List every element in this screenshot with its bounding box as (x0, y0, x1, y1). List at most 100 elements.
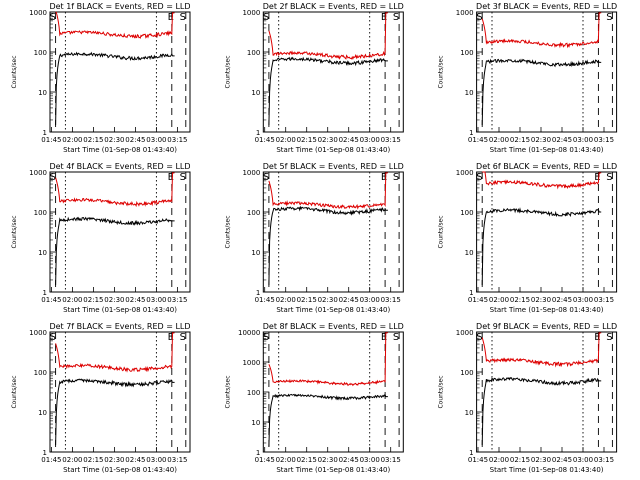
end-marker-label: E (381, 12, 387, 23)
x-tick-label: 01:45 (468, 136, 488, 144)
chart-title: Det 9f BLACK = Events, RED = LLD (476, 322, 617, 331)
y-axis-label: Counts/sec (224, 375, 231, 408)
x-tick-label: 02:00 (276, 296, 296, 304)
plot-frame (262, 171, 404, 293)
y-tick-label: 10 (38, 409, 47, 417)
x-axis-label: Start Time (01-Sep-08 01:43:40) (490, 466, 604, 474)
x-tick-label: 02:15 (83, 296, 103, 304)
chart-title: Det 3f BLACK = Events, RED = LLD (476, 2, 617, 11)
panel-det-4f: Det 4f BLACK = Events, RED = LLD Counts/s… (11, 162, 191, 314)
start-marker-label: S (180, 172, 186, 183)
plot-frame (476, 331, 618, 453)
lld-series-line (268, 12, 388, 61)
panel-det-9f: Det 9f BLACK = Events, RED = LLD Counts/s… (438, 322, 618, 474)
x-tick-label: 02:30 (531, 136, 551, 144)
chart-title: Det 8f BLACK = Events, RED = LLD (263, 322, 404, 331)
y-axis-label: Counts/sec (11, 375, 18, 408)
plot-frame (262, 11, 404, 133)
x-tick-label: 03:15 (167, 456, 187, 464)
x-tick-label: 03:15 (594, 136, 614, 144)
y-tick-label: 1 (469, 449, 473, 457)
x-tick-label: 02:45 (339, 136, 359, 144)
start-marker-label: S (263, 332, 269, 343)
y-axis-label: Counts/sec (11, 215, 18, 248)
events-series-line (268, 393, 388, 447)
lld-series-line (55, 332, 175, 373)
x-tick-label: 02:45 (125, 456, 145, 464)
x-tick-label: 02:45 (125, 296, 145, 304)
end-marker-label: E (168, 12, 174, 23)
x-tick-label: 02:00 (62, 136, 82, 144)
y-tick-label: 10 (465, 409, 474, 417)
x-tick-label: 02:30 (318, 296, 338, 304)
panel-det-1f: Det 1f BLACK = Events, RED = LLD Counts/s… (11, 2, 191, 154)
lld-series-line (481, 332, 602, 368)
panel-det-5f: Det 5f BLACK = Events, RED = LLD Counts/s… (224, 162, 404, 314)
panel-det-2f: Det 2f BLACK = Events, RED = LLD Counts/s… (224, 2, 404, 154)
start-marker-label: S (180, 332, 186, 343)
x-tick-label: 02:30 (531, 296, 551, 304)
y-axis-label: Counts/sec (438, 215, 445, 248)
events-series-line (481, 58, 602, 126)
x-tick-label: 01:45 (41, 456, 61, 464)
y-tick-label: 1 (256, 289, 260, 297)
x-tick-label: 02:45 (339, 456, 359, 464)
x-tick-label: 02:45 (552, 296, 572, 304)
start-marker-label: S (393, 172, 399, 183)
y-tick-label: 100 (460, 49, 473, 57)
x-tick-label: 02:00 (276, 136, 296, 144)
panel-det-7f: Det 7f BLACK = Events, RED = LLD Counts/s… (11, 322, 191, 474)
x-tick-label: 02:30 (104, 456, 124, 464)
y-tick-label: 10 (38, 249, 47, 257)
x-tick-label: 02:30 (318, 136, 338, 144)
x-tick-label: 03:15 (167, 136, 187, 144)
start-marker-label: S (180, 12, 186, 23)
start-marker-label: S (50, 12, 56, 23)
x-axis-label: Start Time (01-Sep-08 01:43:40) (276, 306, 390, 314)
x-tick-label: 03:15 (381, 136, 401, 144)
x-tick-label: 03:15 (594, 456, 614, 464)
x-tick-label: 01:45 (41, 296, 61, 304)
start-marker-label: S (263, 12, 269, 23)
y-tick-label: 100 (34, 369, 47, 377)
x-tick-label: 02:15 (510, 456, 530, 464)
start-marker-label: S (476, 332, 482, 343)
x-tick-label: 01:45 (468, 296, 488, 304)
x-tick-label: 01:45 (255, 456, 275, 464)
y-tick-label: 10 (465, 249, 474, 257)
end-marker-label: E (381, 332, 387, 343)
y-tick-label: 1 (469, 129, 473, 137)
end-marker-label: E (168, 332, 174, 343)
y-tick-label: 10 (38, 89, 47, 97)
end-marker-label: E (594, 172, 600, 183)
x-tick-label: 01:45 (255, 136, 275, 144)
x-tick-label: 03:00 (360, 296, 380, 304)
x-tick-label: 03:15 (381, 296, 401, 304)
chart-title: Det 6f BLACK = Events, RED = LLD (476, 162, 617, 171)
x-axis-label: Start Time (01-Sep-08 01:43:40) (63, 146, 177, 154)
y-tick-label: 1000 (242, 359, 260, 367)
x-tick-label: 02:15 (83, 136, 103, 144)
y-tick-label: 10 (251, 89, 260, 97)
start-marker-label: S (50, 172, 56, 183)
x-tick-label: 02:45 (339, 296, 359, 304)
events-series-line (55, 51, 175, 126)
y-axis-label: Counts/sec (11, 55, 18, 88)
x-tick-label: 02:45 (125, 136, 145, 144)
y-tick-label: 1000 (242, 9, 260, 17)
end-marker-label: E (594, 332, 600, 343)
y-tick-label: 1 (43, 129, 47, 137)
events-series-line (55, 378, 175, 446)
x-tick-label: 03:00 (360, 136, 380, 144)
y-tick-label: 100 (34, 209, 47, 217)
lld-series-line (55, 11, 175, 39)
y-tick-label: 1000 (456, 9, 474, 17)
end-marker-label: E (381, 172, 387, 183)
plot-frame (262, 331, 404, 453)
y-tick-label: 1000 (456, 329, 474, 337)
events-series-line (268, 205, 388, 286)
x-axis-label: Start Time (01-Sep-08 01:43:40) (63, 466, 177, 474)
events-series-line (481, 376, 602, 446)
x-tick-label: 03:15 (594, 296, 614, 304)
